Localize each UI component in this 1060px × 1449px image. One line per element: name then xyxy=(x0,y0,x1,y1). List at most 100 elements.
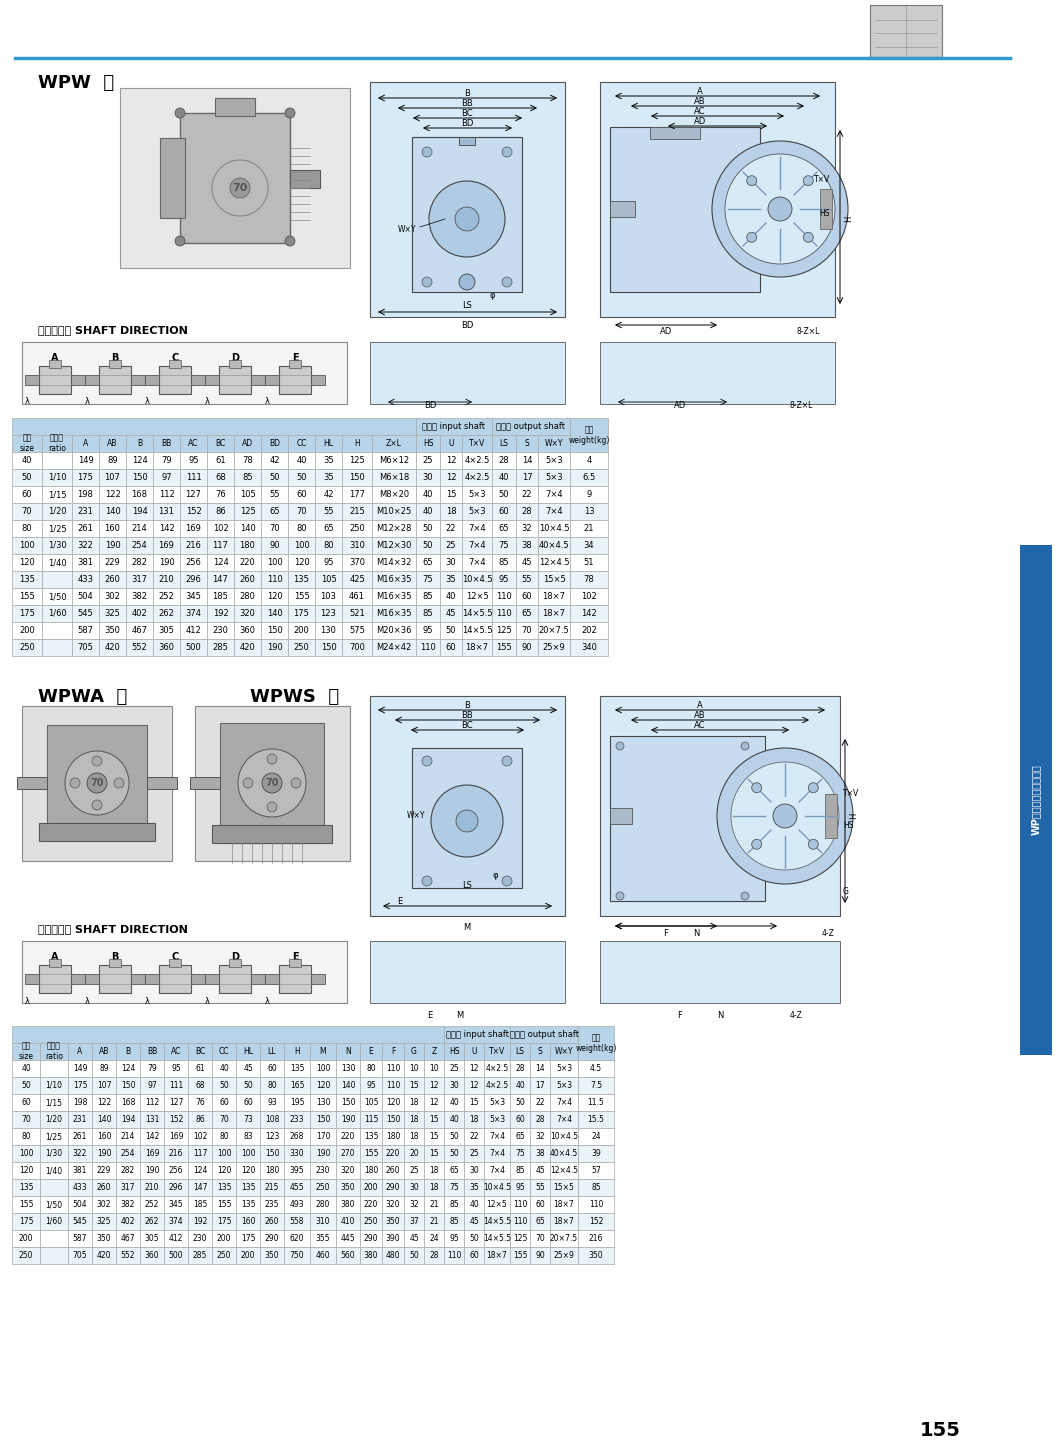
Text: E: E xyxy=(292,354,298,364)
Bar xyxy=(310,1111,336,1127)
Bar xyxy=(261,485,288,503)
Bar xyxy=(570,588,608,606)
Text: 90: 90 xyxy=(522,643,532,652)
Bar xyxy=(12,520,42,538)
Bar xyxy=(188,1179,212,1195)
Bar xyxy=(382,1145,404,1162)
Text: 150: 150 xyxy=(265,1149,279,1158)
Bar xyxy=(412,748,522,888)
Text: 80: 80 xyxy=(323,540,334,551)
Bar xyxy=(68,1111,92,1127)
Text: B: B xyxy=(111,952,119,962)
Bar xyxy=(315,606,342,622)
Text: 5×3: 5×3 xyxy=(489,1098,505,1107)
Text: 18: 18 xyxy=(409,1132,419,1140)
Text: 55: 55 xyxy=(323,507,334,516)
Text: D: D xyxy=(231,952,239,962)
Text: 285: 285 xyxy=(213,643,229,652)
Text: 10: 10 xyxy=(409,1064,419,1074)
Text: BC: BC xyxy=(215,439,226,448)
Text: M16×35: M16×35 xyxy=(376,609,411,619)
Text: 4×2.5: 4×2.5 xyxy=(464,456,490,465)
Text: 175: 175 xyxy=(19,609,35,619)
Text: 340: 340 xyxy=(581,643,597,652)
Text: 22: 22 xyxy=(446,525,456,533)
Bar xyxy=(372,485,416,503)
Text: 22: 22 xyxy=(535,1098,545,1107)
Text: λ: λ xyxy=(85,997,89,1006)
Bar xyxy=(164,1111,188,1127)
Circle shape xyxy=(285,236,295,246)
Text: 20×7.5: 20×7.5 xyxy=(538,626,569,635)
Bar xyxy=(284,1111,310,1127)
Bar xyxy=(492,622,516,639)
Bar xyxy=(516,503,538,520)
Bar xyxy=(530,1145,550,1162)
Bar xyxy=(310,1145,336,1162)
Text: 4×2.5: 4×2.5 xyxy=(485,1081,509,1090)
Text: 180: 180 xyxy=(265,1166,279,1175)
Text: 330: 330 xyxy=(289,1149,304,1158)
Text: 108: 108 xyxy=(265,1114,279,1124)
Text: 216: 216 xyxy=(169,1149,183,1158)
Bar xyxy=(538,452,570,469)
Bar xyxy=(153,538,180,554)
Text: 4-Z: 4-Z xyxy=(790,1010,802,1020)
Bar xyxy=(484,1094,510,1111)
Text: 155: 155 xyxy=(920,1420,960,1439)
Bar xyxy=(205,375,219,385)
Text: 100: 100 xyxy=(19,540,35,551)
Text: 252: 252 xyxy=(159,593,175,601)
Text: 282: 282 xyxy=(131,558,147,567)
Bar xyxy=(538,435,570,452)
Text: 127: 127 xyxy=(169,1098,183,1107)
Text: 15: 15 xyxy=(429,1132,439,1140)
Text: 168: 168 xyxy=(131,490,147,498)
Bar xyxy=(12,452,42,469)
Bar xyxy=(164,1213,188,1230)
Text: C: C xyxy=(172,354,179,364)
Bar xyxy=(336,1061,360,1077)
Text: 重量
weight(kg): 重量 weight(kg) xyxy=(568,426,610,445)
Bar xyxy=(42,485,72,503)
Text: 200: 200 xyxy=(241,1250,255,1261)
Text: 28: 28 xyxy=(522,507,532,516)
Bar xyxy=(424,1061,444,1077)
Bar xyxy=(404,1094,424,1111)
Bar xyxy=(288,622,315,639)
Bar xyxy=(180,469,207,485)
Bar xyxy=(47,724,147,840)
Text: 110: 110 xyxy=(386,1081,401,1090)
Bar xyxy=(516,452,538,469)
Text: 18×7: 18×7 xyxy=(487,1250,508,1261)
Text: HL: HL xyxy=(243,1048,253,1056)
Circle shape xyxy=(65,751,129,814)
Text: BC: BC xyxy=(461,109,473,117)
Bar xyxy=(261,554,288,571)
Bar xyxy=(820,188,832,229)
Bar xyxy=(180,622,207,639)
Bar xyxy=(382,1248,404,1264)
Text: 302: 302 xyxy=(105,593,121,601)
Bar xyxy=(207,588,234,606)
Text: LS: LS xyxy=(462,300,472,310)
Text: 325: 325 xyxy=(96,1217,111,1226)
Text: 12: 12 xyxy=(446,456,456,465)
Bar xyxy=(219,965,251,993)
Text: 111: 111 xyxy=(169,1081,183,1090)
Bar xyxy=(492,435,516,452)
Text: 117: 117 xyxy=(213,540,229,551)
Bar xyxy=(310,1094,336,1111)
Bar xyxy=(360,1213,382,1230)
Bar xyxy=(550,1094,578,1111)
Text: 155: 155 xyxy=(216,1200,231,1208)
Bar xyxy=(207,606,234,622)
Bar xyxy=(370,696,565,916)
Text: 140: 140 xyxy=(105,507,121,516)
Bar xyxy=(284,1145,310,1162)
Bar xyxy=(372,622,416,639)
Text: 250: 250 xyxy=(364,1217,378,1226)
Text: W×Y: W×Y xyxy=(554,1048,573,1056)
Text: CC: CC xyxy=(296,439,306,448)
Bar xyxy=(550,1213,578,1230)
